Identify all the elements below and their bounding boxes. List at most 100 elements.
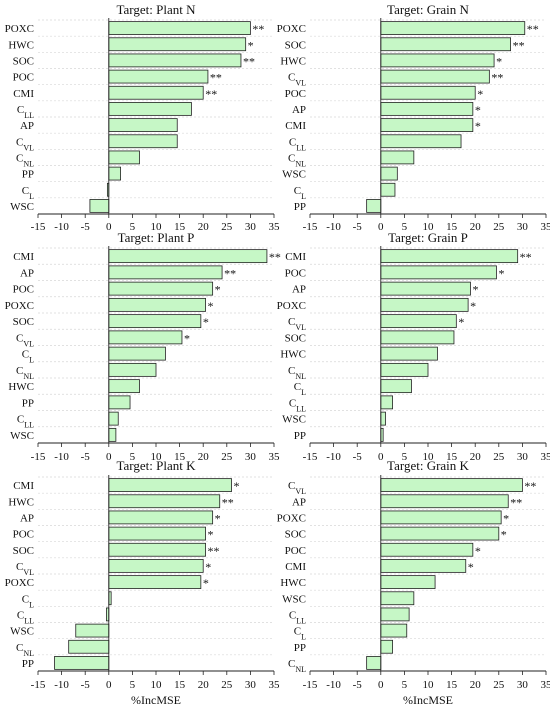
panel-5: -15 -10 -5 0 5 10 15 20 25 30 35CMIHWCAPPOCSOCCVLP…	[5, 458, 280, 707]
category-label: WSC	[10, 201, 34, 213]
bar	[380, 411, 386, 426]
panel-title: Target: Plant P	[118, 230, 195, 245]
significance-label: *	[498, 266, 504, 280]
bar	[108, 85, 204, 100]
x-tick-label: 0	[378, 451, 384, 463]
bar	[380, 510, 502, 525]
bar	[380, 314, 457, 329]
x-tick-label: 30	[245, 221, 257, 233]
bar	[380, 379, 412, 394]
x-tick-label: 15	[174, 679, 186, 691]
x-tick-label: -10	[326, 221, 341, 233]
bar	[366, 656, 382, 670]
category-label: POXC	[5, 23, 34, 35]
category-label: HWC	[8, 381, 34, 393]
panel-title: Target: Plant N	[116, 2, 196, 17]
x-tick-label: -15	[31, 451, 46, 463]
significance-label: **	[491, 71, 503, 85]
x-tick-label: 35	[541, 221, 550, 233]
x-tick-label: -15	[31, 679, 46, 691]
significance-label: **	[208, 544, 220, 558]
bar	[380, 37, 511, 52]
significance-label: **	[222, 495, 234, 509]
bar	[108, 102, 192, 116]
panel-title: Target: Grain N	[387, 2, 469, 17]
significance-label: **	[510, 495, 522, 509]
x-tick-label: 35	[541, 451, 550, 463]
x-tick-label: 15	[446, 451, 458, 463]
category-label: AP	[20, 512, 34, 524]
x-tick-label: -15	[303, 679, 318, 691]
category-label: CL	[22, 349, 34, 365]
category-label: HWC	[280, 577, 306, 589]
x-tick-label: -10	[326, 451, 341, 463]
x-tick-label: 15	[446, 679, 458, 691]
category-label: POXC	[5, 300, 34, 312]
bar	[108, 21, 251, 35]
x-tick-label: 20	[198, 451, 210, 463]
significance-label: **	[520, 250, 532, 264]
x-tick-label: 20	[198, 679, 210, 691]
category-label: CVL	[16, 332, 34, 348]
x-tick-label: 30	[245, 679, 257, 691]
category-label: PP	[294, 430, 306, 442]
bar	[108, 362, 157, 377]
category-label: POC	[13, 529, 34, 541]
x-tick-label: 5	[402, 679, 408, 691]
significance-label: *	[472, 283, 478, 297]
category-label: POC	[13, 72, 34, 84]
significance-label: *	[477, 87, 483, 101]
x-tick-label: 15	[174, 451, 186, 463]
category-label: CNL	[288, 365, 306, 381]
significance-label: *	[248, 38, 254, 52]
category-label: SOC	[285, 39, 306, 51]
category-label: SOC	[13, 545, 34, 557]
bar	[108, 575, 202, 589]
bar	[108, 314, 202, 329]
x-tick-label: 0	[378, 221, 384, 233]
bar	[108, 346, 166, 361]
x-tick-label: 5	[402, 221, 408, 233]
category-label: WSC	[282, 593, 306, 605]
panel-title: Target: Plant K	[116, 458, 196, 473]
x-tick-label: 15	[174, 221, 186, 233]
x-tick-label: -5	[81, 679, 91, 691]
bar	[380, 102, 474, 116]
bar	[108, 427, 117, 442]
panel-title: Target: Grain K	[387, 458, 469, 473]
category-label: CMI	[285, 561, 306, 573]
category-label: CL	[294, 185, 306, 201]
category-label: WSC	[282, 414, 306, 426]
category-label: CMI	[13, 251, 34, 263]
x-tick-label: 15	[446, 221, 458, 233]
category-label: POC	[285, 545, 306, 557]
bar	[380, 346, 438, 361]
category-label: POC	[285, 88, 306, 100]
category-label: SOC	[285, 332, 306, 344]
bar	[380, 591, 415, 606]
significance-label: *	[208, 299, 214, 313]
category-label: HWC	[8, 39, 34, 51]
bar	[380, 607, 410, 622]
bar	[380, 182, 396, 197]
significance-label: *	[203, 576, 209, 590]
bar	[380, 559, 467, 573]
x-tick-label: 10	[151, 451, 163, 463]
significance-label: *	[503, 511, 509, 525]
x-tick-label: 10	[423, 679, 435, 691]
category-label: CL	[22, 593, 34, 609]
x-tick-label: 10	[151, 679, 163, 691]
significance-label: *	[215, 511, 221, 525]
panel-3: -15 -10 -5 0 5 10 15 20 25 30 35 CMI AP POC POXC SOC CVL…	[5, 230, 281, 463]
bar	[54, 656, 110, 670]
bar	[108, 542, 206, 557]
category-label: CL	[294, 626, 306, 642]
x-tick-label: 35	[269, 679, 281, 691]
category-label: PP	[22, 658, 34, 670]
bar	[380, 21, 526, 35]
bar	[68, 639, 110, 654]
x-tick-label: 0	[106, 679, 112, 691]
category-label: CLL	[289, 136, 306, 152]
significance-label: *	[215, 283, 221, 297]
